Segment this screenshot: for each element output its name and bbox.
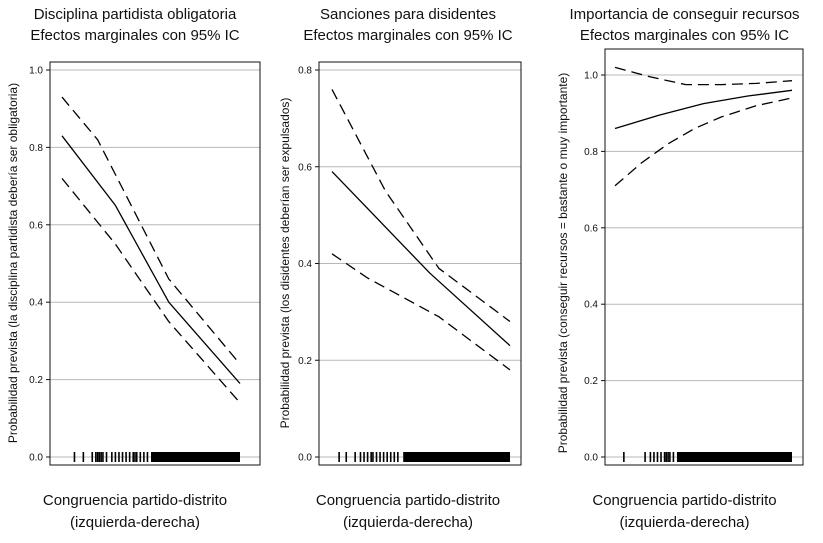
plot-area-1: 0.0 0.2 0.4 0.6 0.8 1.0 (29, 61, 261, 466)
rug-band (151, 452, 240, 462)
chart-title: Importancia de conseguir recursos Efecto… (546, 4, 823, 46)
y-tick-label: 0.2 (584, 376, 598, 387)
y-tick-label: 0.0 (29, 453, 43, 464)
title-line-2: Efectos marginales con 95% IC (303, 27, 513, 44)
x-label-line-2: (izquierda-derecha) (69, 514, 201, 531)
ci-line (331, 253, 511, 371)
y-tick-label: 1.0 (584, 71, 598, 82)
y-tick-label: 0.6 (584, 223, 598, 234)
title-line-2: Efectos marginales con 95% IC (30, 27, 240, 44)
ci-line (61, 96, 241, 365)
y-tick-label: 0.6 (298, 162, 312, 173)
chart-title: Disciplina partidista obligatoria Efecto… (0, 4, 270, 46)
estimate-line (61, 135, 241, 384)
y-tick-label: 0.2 (298, 356, 312, 367)
y-tick-label: 0.8 (29, 143, 43, 154)
y-tick-label: 0.0 (584, 453, 598, 464)
y-tick-label: 1.0 (29, 66, 43, 77)
y-tick-label: 0.6 (29, 220, 43, 231)
ci-line (614, 66, 793, 86)
plot-frame (318, 61, 522, 466)
ci-line (61, 177, 241, 404)
title-line-1: Sanciones para disidentes (320, 6, 496, 23)
chart-title: Sanciones para disidentes Efectos margin… (270, 4, 546, 46)
estimate-line (331, 171, 511, 347)
x-label-line-1: Congruencia partido-distrito (42, 492, 228, 509)
y-tick-label: 0.4 (29, 298, 43, 309)
chart-panel-3: Importancia de conseguir recursos Efecto… (546, 0, 823, 543)
x-axis-label: Congruencia partido-distrito (izquierda-… (546, 490, 823, 534)
title-line-1: Disciplina partidista obligatoria (33, 6, 237, 23)
y-tick-label: 0.4 (298, 259, 312, 270)
title-line-1: Importancia de conseguir recursos (569, 6, 800, 23)
rug-band (676, 452, 792, 462)
plot-frame (604, 48, 804, 466)
plot-frame (49, 61, 261, 466)
y-tick-label: 0.0 (298, 453, 312, 464)
ci-line (614, 97, 793, 187)
y-tick-label: 0.4 (584, 300, 598, 311)
x-label-line-2: (izquierda-derecha) (619, 514, 750, 531)
title-line-2: Efectos marginales con 95% IC (579, 27, 790, 44)
rug-band (403, 452, 510, 462)
x-label-line-2: (izquierda-derecha) (342, 514, 474, 531)
chart-panel-2: Sanciones para disidentes Efectos margin… (270, 0, 546, 543)
x-axis-label: Congruencia partido-distrito (izquierda-… (0, 490, 270, 534)
x-label-line-1: Congruencia partido-distrito (592, 492, 777, 509)
estimate-line (614, 89, 793, 130)
y-tick-label: 0.2 (29, 375, 43, 386)
plot-area-2: 0.0 0.2 0.4 0.6 0.8 (298, 61, 522, 466)
plot-area-3: 0.0 0.2 0.4 0.6 0.8 1.0 (584, 48, 804, 466)
chart-panel-1: Disciplina partidista obligatoria Efecto… (0, 0, 270, 543)
ci-line (331, 89, 511, 323)
x-label-line-1: Congruencia partido-distrito (315, 492, 501, 509)
y-tick-label: 0.8 (584, 147, 598, 158)
y-tick-label: 0.8 (298, 66, 312, 77)
x-axis-label: Congruencia partido-distrito (izquierda-… (270, 490, 546, 534)
